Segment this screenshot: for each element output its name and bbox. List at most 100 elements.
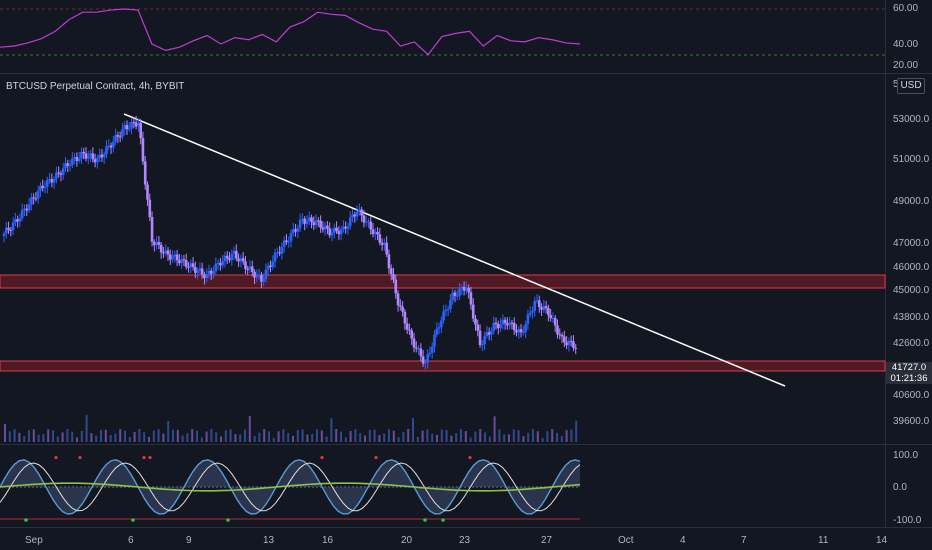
time-tick-label: 4 <box>680 535 686 546</box>
volume-bar <box>560 435 563 442</box>
candle-body <box>440 320 443 328</box>
candle-body <box>168 254 172 260</box>
oscillator-pane <box>0 455 581 522</box>
volume-bar <box>541 437 544 442</box>
volume-bar <box>220 436 222 442</box>
volume-bar <box>119 429 122 442</box>
candle-body <box>453 292 457 296</box>
volume-bar <box>359 433 362 442</box>
volume-bar <box>498 429 501 442</box>
candle-body <box>323 225 327 230</box>
candle-body <box>194 267 197 273</box>
candle-body <box>203 274 206 279</box>
volume-bar <box>354 429 357 442</box>
volume-bar <box>292 435 294 442</box>
volume-bar <box>114 433 117 442</box>
candle-body <box>180 259 183 264</box>
candle-body <box>531 310 534 313</box>
candle-body <box>360 209 363 216</box>
candle-body <box>105 146 108 155</box>
volume-bar <box>368 429 371 442</box>
candle-body <box>237 258 240 262</box>
candle-body <box>499 324 502 329</box>
volume-bar <box>330 418 333 442</box>
candle-body <box>143 161 147 185</box>
candle-body <box>20 209 24 219</box>
candle-body <box>198 268 202 271</box>
candle-body <box>235 250 238 259</box>
price-axis[interactable]: 60.00 40.00 20.00 55 53000.0 51000.0 490… <box>893 3 930 526</box>
candle-body <box>428 352 432 355</box>
candle-body <box>444 309 448 312</box>
volume-bar <box>181 435 184 442</box>
candle-body <box>134 122 138 127</box>
volume-bar <box>517 430 520 442</box>
volume-bar <box>421 430 424 442</box>
candle-body <box>565 342 568 346</box>
candle-body <box>73 156 76 159</box>
candle-body <box>474 318 477 325</box>
candle-body <box>512 322 516 331</box>
candle-body <box>455 295 459 297</box>
candle-body <box>435 328 439 335</box>
candle-body <box>471 304 475 319</box>
rsi-line <box>0 8 581 56</box>
volume-bar <box>287 432 290 442</box>
candle-body <box>319 220 322 228</box>
candle-body <box>82 151 86 154</box>
volume-bar <box>176 429 179 442</box>
candle-body <box>276 252 279 254</box>
candle-body <box>399 305 402 307</box>
candle-body <box>362 215 366 223</box>
currency-badge[interactable]: USD <box>897 78 925 94</box>
volume-bar <box>95 435 98 442</box>
candle-body <box>483 336 486 345</box>
volume-bar <box>469 437 472 442</box>
candle-body <box>344 226 347 229</box>
candle-body <box>519 329 523 333</box>
volume-bar <box>148 436 150 442</box>
volume-bar <box>128 437 131 442</box>
osc-signal-dot <box>78 455 82 460</box>
time-tick-label: 14 <box>876 535 888 546</box>
volume-bar <box>13 429 16 442</box>
candle-body <box>501 319 505 325</box>
volume-bar <box>412 418 414 442</box>
candle-body <box>371 229 375 235</box>
time-axis[interactable]: Sep 6 9 13 16 20 23 27 Oct 4 7 11 14 <box>25 535 888 546</box>
candle-body <box>376 231 379 235</box>
candle-body <box>269 265 272 267</box>
volume-bar <box>56 436 59 442</box>
candle-body <box>567 340 571 346</box>
candle-body <box>141 138 145 162</box>
candle-body <box>305 221 309 224</box>
candle-body <box>291 229 295 234</box>
candle-body <box>524 324 527 333</box>
candle-body <box>433 334 436 347</box>
candle-body <box>467 287 470 293</box>
volume-bar <box>460 429 462 442</box>
candle-body <box>255 275 259 278</box>
candle-body <box>346 226 350 229</box>
volume-bar <box>532 429 534 442</box>
candle-body <box>574 347 578 349</box>
candle-body <box>392 274 395 280</box>
candle-body <box>364 221 368 223</box>
candle-body <box>437 327 441 329</box>
trendline <box>123 113 786 387</box>
candle-body <box>569 340 573 342</box>
time-tick-label: 23 <box>459 535 471 546</box>
volume-bar <box>508 434 510 442</box>
volume-bar <box>215 432 218 442</box>
candle-body <box>205 274 209 279</box>
candle-body <box>332 227 336 233</box>
candle-body <box>348 217 352 227</box>
time-tick-label: 7 <box>741 535 747 546</box>
candle-body <box>55 172 58 179</box>
candle-body <box>442 311 445 321</box>
candle-body <box>553 317 557 326</box>
volume-bar <box>373 429 376 442</box>
candle-body <box>307 217 311 222</box>
candle-body <box>114 135 117 142</box>
support-resistance-zone <box>0 274 886 289</box>
